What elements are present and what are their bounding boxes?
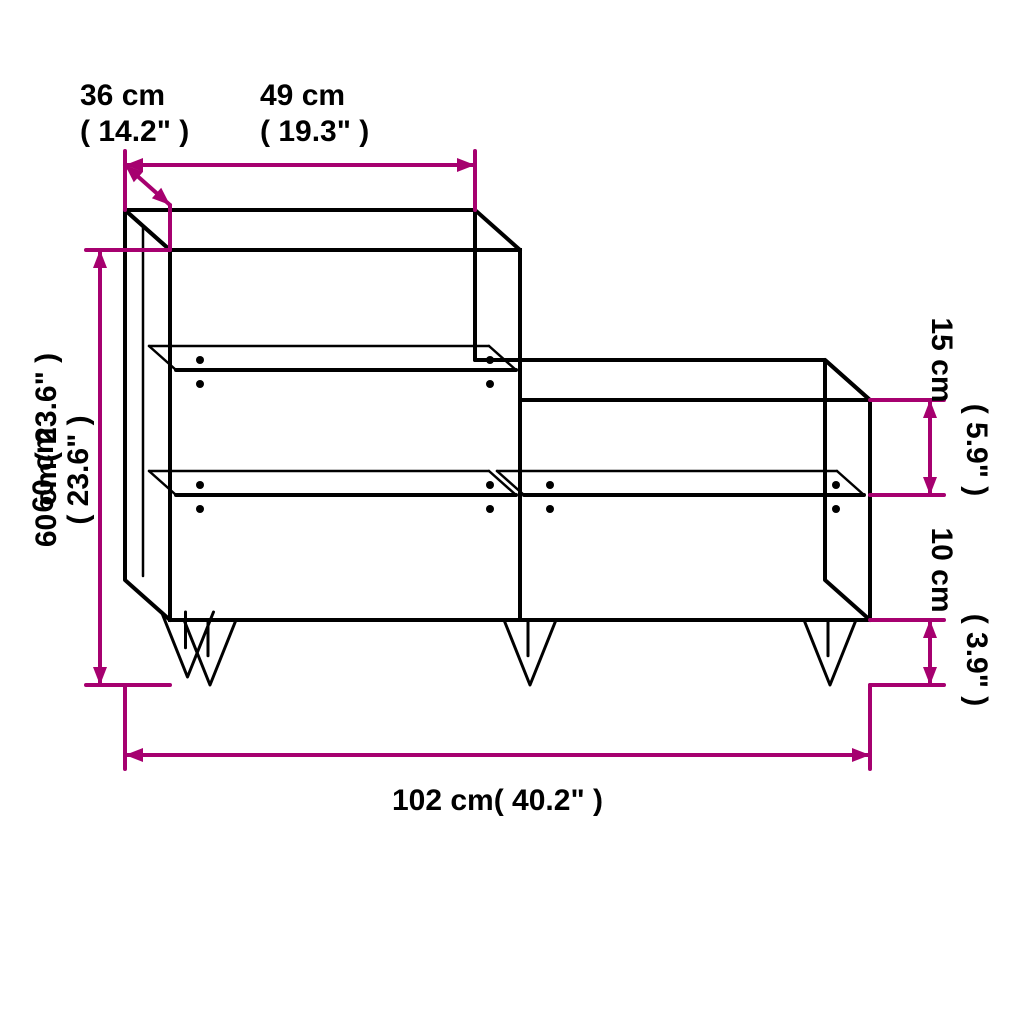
- svg-text:36 cm: 36 cm: [80, 79, 165, 112]
- svg-text:102 cm( 40.2" ): 102 cm( 40.2" ): [392, 784, 603, 817]
- svg-text:( 5.9" ): ( 5.9" ): [960, 404, 993, 497]
- furniture-outline: [125, 210, 870, 685]
- svg-text:( 19.3" ): ( 19.3" ): [260, 115, 369, 148]
- svg-text:15 cm: 15 cm: [925, 317, 958, 402]
- svg-text:60 cm: 60 cm: [27, 427, 60, 512]
- svg-text:10 cm: 10 cm: [925, 527, 958, 612]
- svg-text:49 cm: 49 cm: [260, 79, 345, 112]
- svg-text:( 23.6" ): ( 23.6" ): [62, 415, 95, 524]
- svg-text:( 3.9" ): ( 3.9" ): [960, 614, 993, 707]
- svg-text:( 14.2" ): ( 14.2" ): [80, 115, 189, 148]
